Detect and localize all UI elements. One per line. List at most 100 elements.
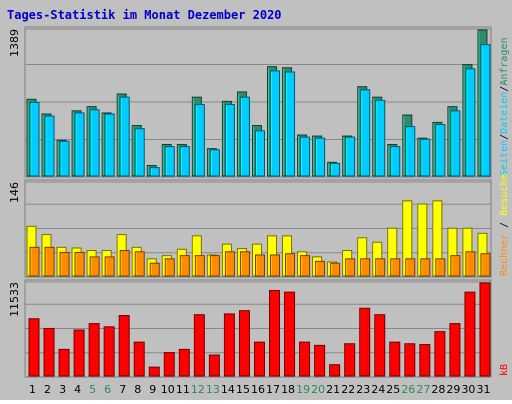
bar-kb-day-16 xyxy=(253,341,265,377)
bar-kb-day-7 xyxy=(118,315,130,377)
bar-rechner-day-1 xyxy=(29,246,40,277)
legend-rechner: Rechner xyxy=(499,234,510,276)
bar-rechner-day-25 xyxy=(390,258,401,277)
bar-dateien-day-17 xyxy=(270,70,281,177)
y-max-label: 146 xyxy=(8,182,21,203)
day-label-9: 9 xyxy=(149,383,156,396)
day-label-12: 12 xyxy=(191,383,205,396)
bar-kb-day-1 xyxy=(28,318,40,377)
bar-kb-day-11 xyxy=(178,348,190,377)
bar-kb-day-23 xyxy=(359,307,371,377)
day-label-27: 27 xyxy=(416,383,430,396)
bar-dateien-day-28 xyxy=(435,123,446,177)
bar-kb-day-6 xyxy=(103,326,115,377)
bar-rechner-day-3 xyxy=(59,251,70,277)
bar-dateien-day-1 xyxy=(29,101,40,177)
bar-dateien-day-21 xyxy=(330,162,341,177)
bar-rechner-day-19 xyxy=(300,255,311,277)
bar-kb-day-10 xyxy=(163,352,175,377)
legend-panel-3: kB xyxy=(499,364,510,376)
day-label-11: 11 xyxy=(176,383,190,396)
bar-dateien-day-6 xyxy=(104,113,115,177)
day-label-28: 28 xyxy=(431,383,445,396)
day-label-24: 24 xyxy=(371,383,385,396)
bar-rechner-day-29 xyxy=(450,255,461,277)
day-label-1: 1 xyxy=(29,383,36,396)
bar-rechner-day-23 xyxy=(360,258,371,277)
day-tick-labels: 1 2 3 4 5 6 7 8 9 10 11 12 13 14 15 16 17 18 19 20 21 22 23 24 2… xyxy=(29,383,490,396)
bar-rechner-day-4 xyxy=(74,251,85,277)
panel-3: 11533 xyxy=(8,279,492,378)
bar-rechner-day-26 xyxy=(405,258,416,277)
bar-dateien-day-14 xyxy=(224,104,235,177)
day-label-21: 21 xyxy=(326,383,340,396)
legend-besuche: Besuche xyxy=(499,174,510,216)
bar-kb-day-22 xyxy=(344,343,356,377)
bar-rechner-day-6 xyxy=(104,256,115,277)
bar-kb-day-18 xyxy=(284,291,296,377)
bar-dateien-day-31 xyxy=(480,44,491,177)
bar-rechner-day-5 xyxy=(89,256,100,277)
bar-kb-day-21 xyxy=(329,364,341,377)
bar-rechner-day-15 xyxy=(239,251,250,277)
day-label-23: 23 xyxy=(356,383,370,396)
day-label-25: 25 xyxy=(386,383,400,396)
bar-dateien-day-4 xyxy=(74,112,85,177)
day-label-22: 22 xyxy=(341,383,355,396)
bar-kb-day-5 xyxy=(88,323,100,377)
bar-rechner-day-7 xyxy=(119,250,130,277)
day-label-29: 29 xyxy=(446,383,460,396)
day-label-6: 6 xyxy=(104,383,111,396)
panel-1: 1389 xyxy=(8,26,492,178)
legend-separator: / xyxy=(499,216,510,234)
day-label-31: 31 xyxy=(476,383,490,396)
day-label-18: 18 xyxy=(281,383,295,396)
bar-rechner-day-24 xyxy=(375,258,386,277)
bar-dateien-day-30 xyxy=(465,68,476,177)
bar-kb-day-30 xyxy=(464,291,476,377)
bar-kb-day-9 xyxy=(148,366,160,377)
bar-kb-day-29 xyxy=(449,323,461,377)
bar-dateien-day-10 xyxy=(164,146,175,177)
bar-dateien-day-20 xyxy=(315,137,326,177)
bar-rechner-day-12 xyxy=(194,255,205,277)
legend-kb: kB xyxy=(499,364,510,376)
bar-rechner-day-10 xyxy=(164,258,175,277)
bar-rechner-day-8 xyxy=(134,251,145,277)
legend-seiten: Seiten xyxy=(499,140,510,176)
legend-separator: / xyxy=(499,134,510,140)
day-label-17: 17 xyxy=(266,383,280,396)
day-label-20: 20 xyxy=(311,383,325,396)
bar-dateien-day-7 xyxy=(119,96,130,177)
bar-rechner-day-11 xyxy=(179,255,190,277)
day-label-14: 14 xyxy=(221,383,235,396)
bar-kb-day-12 xyxy=(193,314,205,377)
bar-rechner-day-21 xyxy=(330,262,341,277)
bar-kb-day-14 xyxy=(223,313,235,377)
day-label-13: 13 xyxy=(206,383,220,396)
bar-rechner-day-18 xyxy=(285,253,296,277)
bar-kb-day-31 xyxy=(479,282,491,377)
day-label-16: 16 xyxy=(251,383,265,396)
y-max-label: 1389 xyxy=(8,29,21,57)
bar-kb-day-13 xyxy=(208,354,220,377)
bar-kb-day-25 xyxy=(389,341,401,377)
day-label-8: 8 xyxy=(134,383,141,396)
bar-rechner-day-17 xyxy=(270,254,281,277)
bar-kb-day-2 xyxy=(43,327,55,377)
bar-rechner-day-16 xyxy=(254,254,265,277)
day-label-4: 4 xyxy=(74,383,81,396)
bar-rechner-day-22 xyxy=(345,258,356,277)
bar-dateien-day-2 xyxy=(44,115,55,177)
day-label-15: 15 xyxy=(236,383,250,396)
bar-dateien-day-12 xyxy=(194,104,205,177)
bar-rechner-day-30 xyxy=(465,251,476,277)
day-label-2: 2 xyxy=(44,383,51,396)
day-label-19: 19 xyxy=(296,383,310,396)
day-label-3: 3 xyxy=(59,383,66,396)
day-label-7: 7 xyxy=(119,383,126,396)
